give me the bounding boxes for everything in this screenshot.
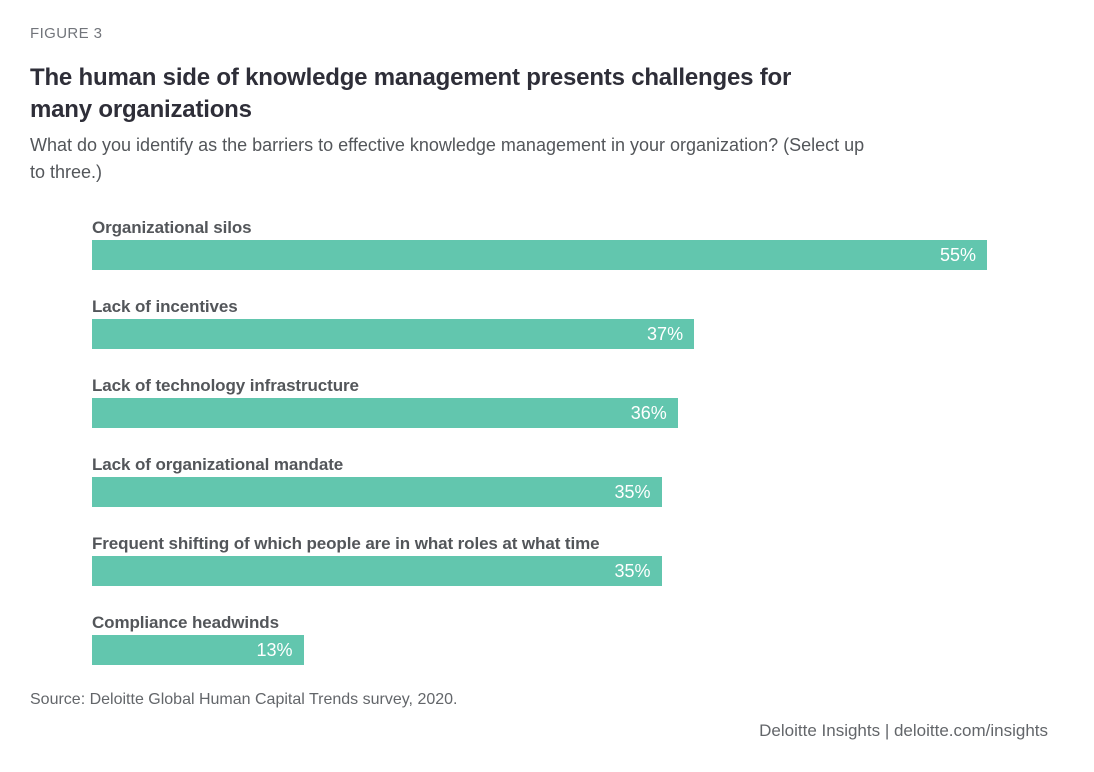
bar: 13% — [92, 635, 304, 665]
bar-row: Frequent shifting of which people are in… — [92, 532, 1048, 586]
bar-category-label: Lack of incentives — [92, 297, 238, 316]
bar-track: 55% — [92, 240, 987, 270]
bar-value-label: 36% — [630, 402, 667, 423]
source-note: Source: Deloitte Global Human Capital Tr… — [30, 691, 458, 708]
bar-track: 36% — [92, 398, 987, 428]
brand-footer: Deloitte Insights | deloitte.com/insight… — [759, 721, 1048, 740]
bar-chart: Organizational silos 55% Lack of incentive… — [92, 216, 1048, 665]
bar: 35% — [92, 556, 662, 586]
bar-row: Compliance headwinds 13% — [92, 611, 1048, 665]
bar-row: Lack of incentives 37% — [92, 295, 1048, 349]
bar-value-label: 37% — [647, 323, 684, 344]
bar: 37% — [92, 319, 695, 349]
bar-value-label: 13% — [256, 639, 293, 660]
chart-title: The human side of knowledge management p… — [30, 64, 792, 123]
bar-category-label: Organizational silos — [92, 218, 252, 237]
bar-track: 37% — [92, 319, 987, 349]
bar: 35% — [92, 477, 662, 507]
bar-row: Organizational silos 55% — [92, 216, 1048, 270]
bar-category-label: Lack of organizational mandate — [92, 455, 344, 474]
bar-track: 35% — [92, 556, 987, 586]
bar-row: Lack of organizational mandate 35% — [92, 453, 1048, 507]
bar-value-label: 35% — [614, 560, 651, 581]
bar-category-label: Frequent shifting of which people are in… — [92, 534, 600, 553]
bar-track: 35% — [92, 477, 987, 507]
bar-row: Lack of technology infrastructure 36% — [92, 374, 1048, 428]
bar-track: 13% — [92, 635, 987, 665]
figure-number-label: FIGURE 3 — [30, 25, 103, 42]
bar-value-label: 55% — [939, 244, 976, 265]
bar-value-label: 35% — [614, 481, 651, 502]
bar: 55% — [92, 240, 987, 270]
bar-category-label: Compliance headwinds — [92, 613, 279, 632]
bar: 36% — [92, 398, 678, 428]
bar-category-label: Lack of technology infrastructure — [92, 376, 359, 395]
chart-subtitle: What do you identify as the barriers to … — [30, 135, 865, 182]
